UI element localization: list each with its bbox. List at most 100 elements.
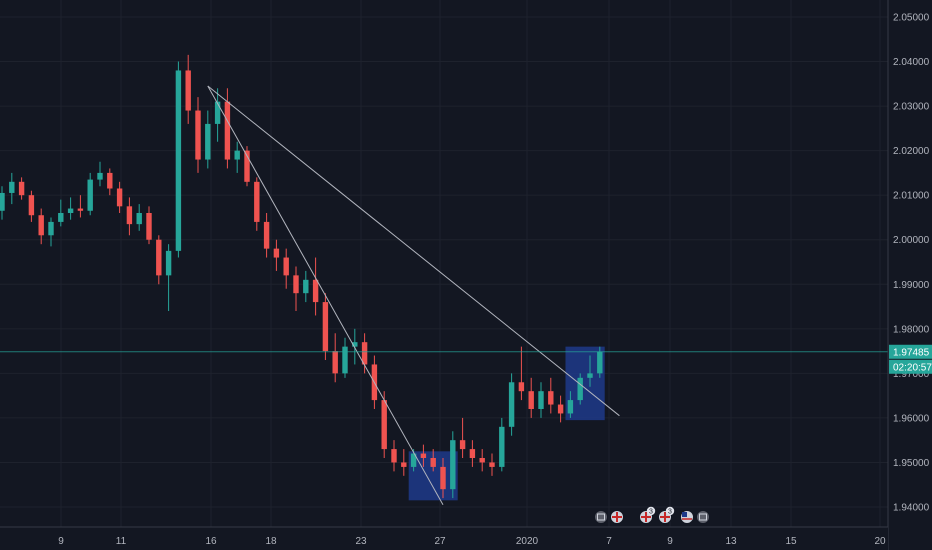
candle-up — [165, 244, 172, 311]
trendline[interactable] — [207, 85, 620, 417]
calendar-event-icon — [696, 510, 710, 524]
y-tick-label: 2.03000 — [893, 102, 930, 113]
candle-down — [361, 333, 368, 374]
candle-body — [263, 221, 270, 249]
y-tick-label: 2.00000 — [893, 235, 930, 246]
y-tick-label: 2.05000 — [893, 13, 930, 24]
candle-body — [283, 257, 289, 276]
trendlines[interactable] — [207, 85, 620, 506]
calendar-event-icon — [594, 510, 608, 524]
candle-body — [312, 279, 319, 303]
candle-body — [499, 426, 505, 467]
candle-up — [303, 270, 309, 303]
candle-body — [67, 208, 74, 213]
candle-body — [165, 250, 172, 276]
candle-up — [342, 337, 348, 378]
candle-body — [214, 101, 221, 124]
candle-body — [136, 213, 142, 225]
candle-down — [273, 239, 280, 271]
candle-down — [244, 146, 250, 187]
candle-down — [312, 257, 319, 316]
candle-body — [195, 110, 201, 160]
candle-body — [430, 458, 436, 467]
y-tick-label: 2.01000 — [893, 191, 930, 202]
candle-body — [126, 206, 133, 225]
candle-body — [342, 346, 348, 374]
y-tick-label: 1.94000 — [893, 503, 930, 514]
candle-body — [420, 453, 427, 458]
candle-down — [322, 293, 329, 360]
candle-body — [38, 215, 44, 236]
x-axis-ticks: 9 11 16 18 23 27 2020 7 9 13 15 20 — [58, 536, 886, 547]
event-marker[interactable] — [680, 510, 694, 524]
event-marker[interactable] — [610, 510, 624, 524]
candle-body — [156, 239, 162, 276]
candle-up — [205, 110, 211, 169]
candle-up — [234, 141, 240, 173]
y-tick-label: 1.98000 — [893, 324, 930, 335]
candle-down — [557, 395, 564, 423]
candle-up — [0, 186, 5, 220]
grid — [0, 0, 888, 527]
y-tick-label: 1.99000 — [893, 280, 930, 291]
y-tick-label: 1.95000 — [893, 458, 930, 469]
x-tick-label: 15 — [785, 536, 797, 547]
candle-body — [391, 449, 397, 463]
event-count-label: 3 — [668, 508, 672, 515]
candle-body — [234, 150, 240, 160]
y-tick-label: 1.97000 — [893, 369, 930, 380]
x-tick-label: 7 — [606, 536, 612, 547]
candle-down — [528, 377, 534, 418]
candle-body — [9, 181, 15, 193]
candle-down — [420, 444, 427, 467]
flag-canton — [682, 512, 687, 517]
candle-up — [67, 197, 74, 220]
price-axis-background[interactable] — [888, 0, 932, 550]
candle-down — [391, 440, 397, 472]
candle-up — [538, 382, 544, 418]
event-count-label: 3 — [649, 508, 653, 515]
candle-body — [107, 172, 113, 189]
candle-body — [273, 248, 280, 258]
event-marker[interactable]: 3 — [639, 506, 656, 524]
candle-body — [361, 342, 368, 365]
candle-body — [293, 275, 299, 294]
candle-body — [557, 404, 564, 414]
candle-body — [401, 462, 407, 467]
candle-up — [587, 355, 593, 387]
candle-down — [38, 208, 44, 245]
candle-body — [58, 213, 64, 222]
candle-body — [538, 391, 544, 409]
time-axis-background[interactable] — [0, 527, 888, 550]
candle-body — [77, 208, 84, 211]
y-tick-label: 1.96000 — [893, 413, 930, 424]
event-marker[interactable] — [696, 510, 710, 524]
candle-down — [185, 54, 191, 124]
candle-up — [48, 217, 54, 247]
candle-body — [48, 221, 54, 236]
candle-body — [469, 449, 476, 458]
x-tick-label: 18 — [265, 536, 277, 547]
candle-up — [214, 88, 221, 142]
candle-down — [254, 177, 260, 231]
calendar-glyph — [597, 513, 605, 521]
candle-body — [303, 279, 309, 294]
x-tick-label: 2020 — [516, 536, 539, 547]
candle-body — [440, 466, 446, 490]
candle-up — [58, 199, 64, 227]
event-marker[interactable]: 3 — [658, 506, 675, 524]
candle-body — [97, 172, 103, 180]
candle-body — [205, 123, 211, 160]
highlight-boxes — [408, 346, 605, 501]
trendline[interactable] — [207, 85, 444, 506]
candle-body — [567, 400, 574, 414]
x-tick-label: 27 — [434, 536, 446, 547]
candles — [0, 54, 603, 499]
event-marker[interactable] — [594, 510, 608, 524]
candle-down — [283, 248, 289, 289]
last-price-tag-bg — [889, 344, 932, 359]
candle-body — [224, 101, 231, 160]
candle-body — [450, 440, 456, 490]
